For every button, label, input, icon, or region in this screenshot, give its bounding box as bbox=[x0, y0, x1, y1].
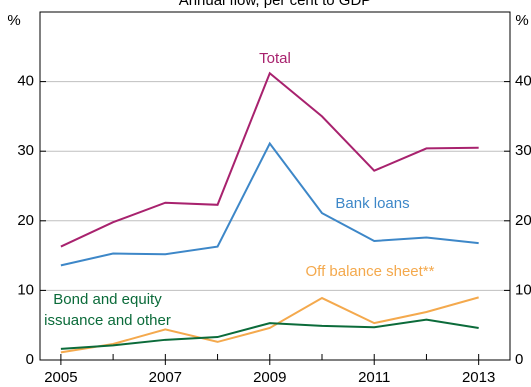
x-tick-label: 2009 bbox=[253, 369, 286, 386]
x-tick-label: 2013 bbox=[462, 369, 495, 386]
series-label-text: Bond and equity issuance and other bbox=[44, 291, 171, 329]
y2-tick-label: 20 bbox=[515, 212, 531, 229]
series-label: Bank loans bbox=[335, 195, 410, 212]
y-unit: % bbox=[7, 12, 20, 29]
series-label-text: Bank loans bbox=[335, 195, 410, 212]
series-label: Bond and equity issuance and other bbox=[44, 291, 171, 329]
y2-tick-label: 0 bbox=[515, 351, 523, 368]
series-label-text: Total bbox=[259, 50, 291, 67]
series-line bbox=[60, 71, 479, 248]
y2-tick-label: 40 bbox=[515, 73, 531, 90]
y-tick-label: 30 bbox=[17, 142, 34, 159]
series-line bbox=[60, 318, 479, 350]
series-line bbox=[60, 296, 479, 354]
plot-frame bbox=[39, 11, 511, 361]
series-label: Total bbox=[259, 50, 291, 67]
y2-unit: % bbox=[515, 12, 528, 29]
y-tick-label: 10 bbox=[17, 281, 34, 298]
x-tick-label: 2005 bbox=[44, 369, 77, 386]
y2-tick-label: 30 bbox=[515, 142, 531, 159]
series-line bbox=[60, 141, 479, 267]
series-label: Off balance sheet** bbox=[305, 263, 435, 280]
y2-tick-label: 10 bbox=[515, 281, 531, 298]
y-tick-label: 20 bbox=[17, 212, 34, 229]
series-label-text: Off balance sheet** bbox=[305, 263, 435, 280]
chart-subtitle: Annual flow, per cent to GDP bbox=[179, 0, 372, 9]
y-tick-label: 40 bbox=[17, 73, 34, 90]
x-tick-label: 2011 bbox=[358, 369, 390, 386]
y-tick-label: 0 bbox=[26, 351, 34, 368]
x-tick-label: 2007 bbox=[149, 369, 182, 386]
